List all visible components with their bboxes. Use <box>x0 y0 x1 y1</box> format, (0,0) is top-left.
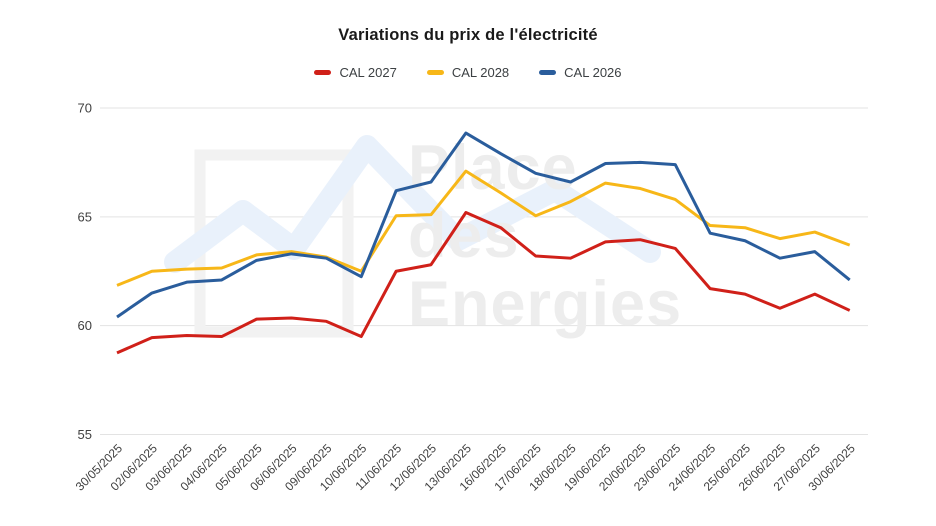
series-line-cal-2028[interactable] <box>116 169 851 287</box>
legend-item-cal-2028[interactable]: CAL 2028 <box>426 65 510 80</box>
y-axis-tick-label: 70 <box>78 101 92 116</box>
y-axis-tick-label: 60 <box>78 318 92 333</box>
legend-item-cal-2026[interactable]: CAL 2026 <box>539 65 622 80</box>
legend-swatch-cal-2027-icon <box>314 70 332 75</box>
legend-label-cal-2027: CAL 2027 <box>339 65 397 80</box>
legend-item-cal-2027[interactable]: CAL 2027 <box>314 65 397 80</box>
series-line-cal-2027[interactable] <box>116 210 851 355</box>
y-axis-tick-label: 55 <box>78 427 92 442</box>
legend-swatch-cal-2026-icon <box>539 70 557 75</box>
chart-title: Variations du prix de l'électricité <box>338 26 598 44</box>
legend-swatch-cal-2028-icon <box>426 70 444 75</box>
y-axis-tick-label: 65 <box>78 209 92 224</box>
legend-label-cal-2026: CAL 2026 <box>564 65 622 80</box>
chart-legend: CAL 2027 CAL 2028 CAL 2026 <box>0 65 936 80</box>
legend-label-cal-2028: CAL 2028 <box>451 65 510 80</box>
series-line-cal-2026[interactable] <box>116 131 851 319</box>
